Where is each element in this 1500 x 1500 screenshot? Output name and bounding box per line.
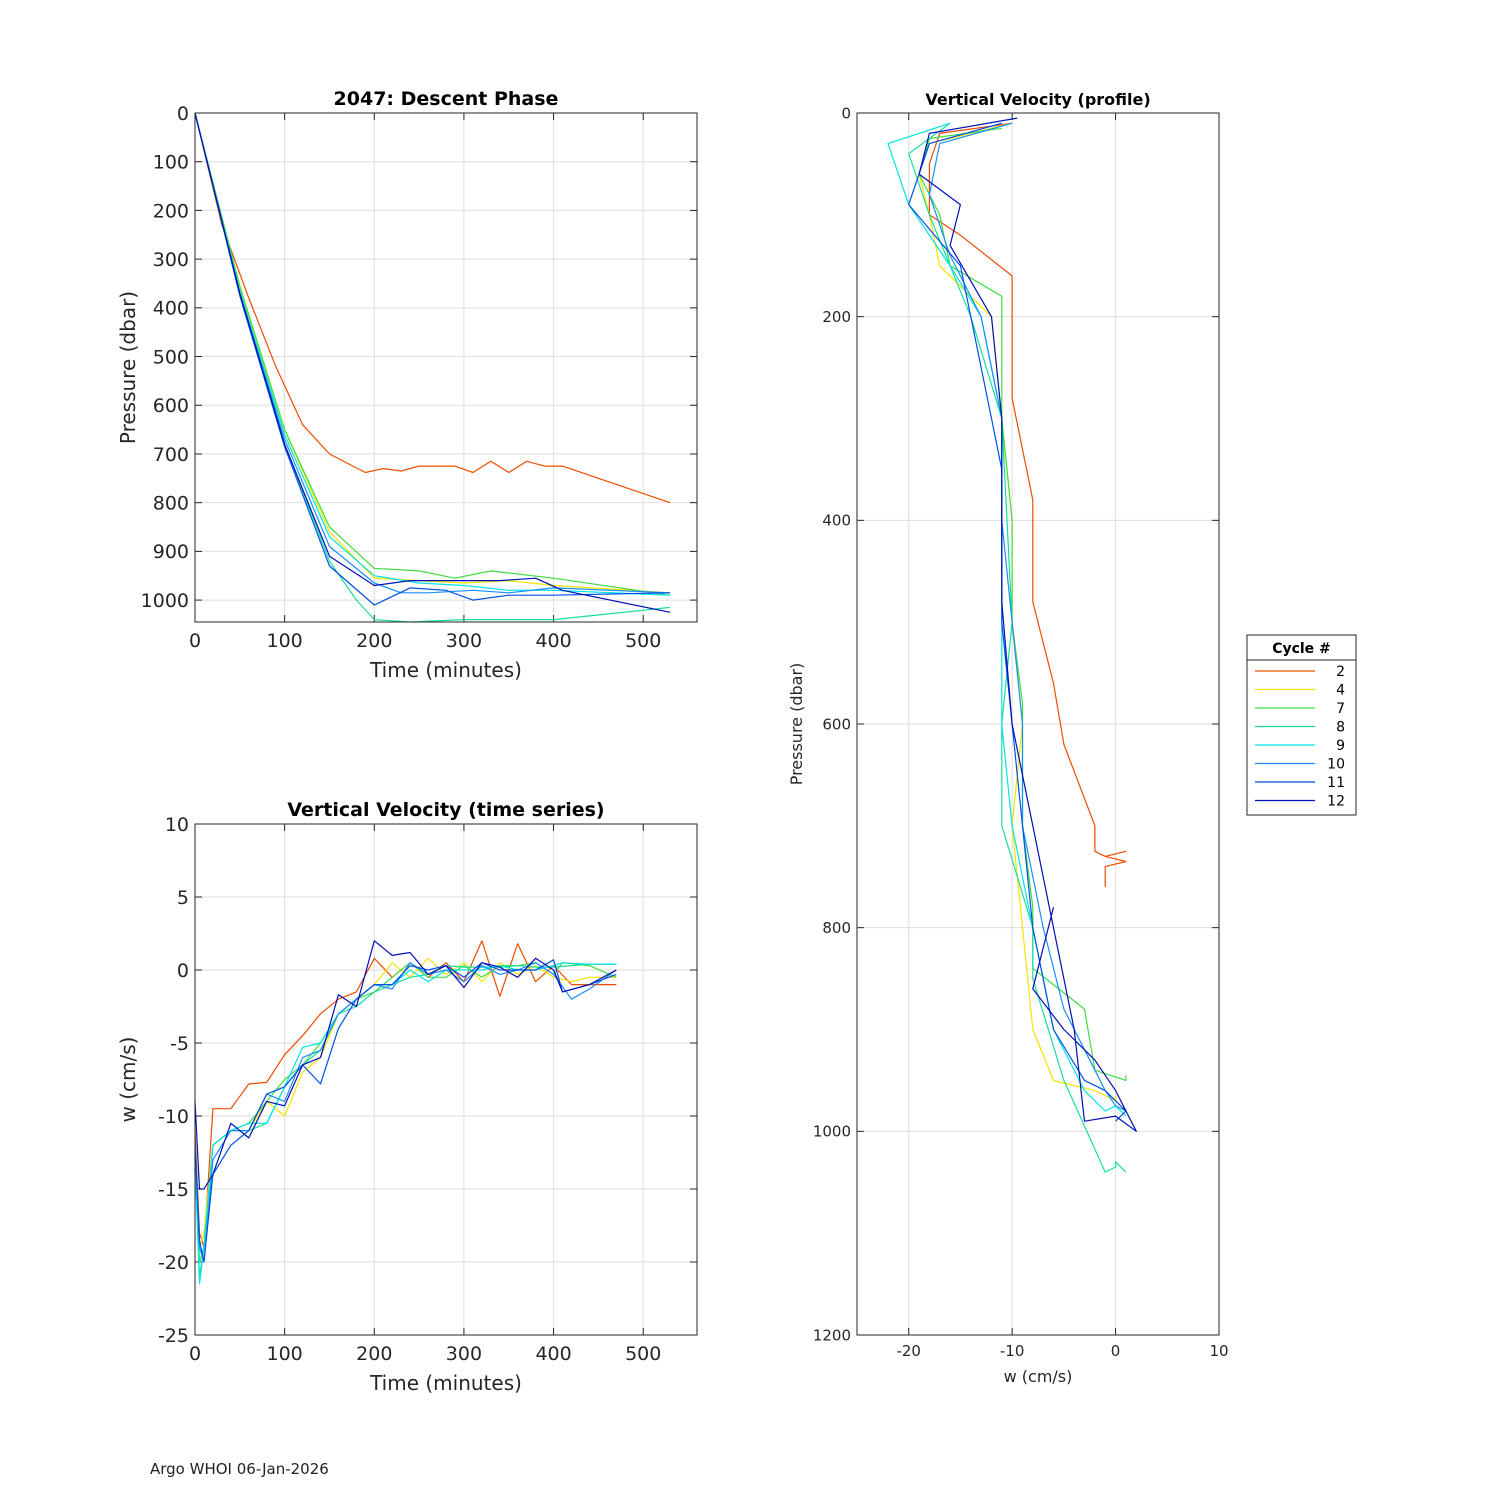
y-tick-label: -25 [158,1325,189,1347]
y-tick-label: 0 [177,960,189,982]
series-group [195,113,671,622]
chart-descent: 0 100 200 300 400 500 0 100 200 300 400 500 600 700 80… [116,88,698,682]
chart-title: Vertical Velocity (time series) [287,799,604,821]
series-group [195,940,617,1285]
x-tick-label: 0 [189,630,201,652]
axes-box [856,112,1220,1336]
legend-item: 9 [1255,738,1345,754]
x-tick-label: -20 [896,1342,921,1360]
x-tick-label: 200 [356,1343,392,1365]
y-tick-label: -15 [158,1179,189,1201]
legend-item: 11 [1255,775,1345,791]
series-line-cycle-11 [195,113,671,606]
y-tick-label: -20 [158,1252,189,1274]
legend-item: 2 [1255,664,1345,680]
y-tick-label: 0 [177,103,189,125]
series-line-cycle-2 [195,113,671,504]
series-line-cycle-11 [195,959,617,1263]
x-tick-label: 10 [1209,1342,1228,1360]
legend-label: 7 [1336,701,1345,717]
y-tick-label: 0 [841,104,851,122]
series-line-cycle-2 [195,940,617,1249]
y-tick-label: 400 [153,298,189,320]
x-tick-label: 0 [189,1343,201,1365]
series-line-cycle-10 [928,122,1127,1112]
y-tick-label: 700 [153,444,189,466]
x-tick-label: 300 [446,630,482,652]
y-tick-label: 1200 [813,1326,851,1344]
footer-credit: Argo WHOI 06-Jan-2026 [150,1460,329,1478]
legend-box [1246,634,1357,816]
legend-label: 12 [1327,794,1345,810]
y-tick-label: 900 [153,541,189,563]
x-tick-label: 400 [535,1343,571,1365]
axes-box [194,823,698,1336]
series-line-cycle-12 [195,113,671,613]
axes-box [194,112,698,623]
y-tick-label: 400 [822,512,851,530]
x-tick-label: 300 [446,1343,482,1365]
x-tick-label: 500 [625,630,661,652]
x-tick-label: 200 [356,630,392,652]
plot-area [195,824,697,1335]
legend-label: 10 [1327,757,1345,773]
x-tick-label: -10 [1000,1342,1025,1360]
series-group [887,117,1137,1173]
chart-title: Vertical Velocity (profile) [925,90,1150,109]
x-axis-label: w (cm/s) [1004,1367,1073,1386]
y-tick-label: 200 [153,200,189,222]
x-tick-label: 100 [267,630,303,652]
grid [194,112,697,622]
series-line-cycle-2 [928,122,1127,887]
y-tick-label: 5 [177,887,189,909]
y-tick-label: -10 [158,1106,189,1128]
y-tick-label: 800 [822,919,851,937]
legend-item: 8 [1255,720,1345,736]
series-line-cycle-12 [918,117,1137,1132]
legend-item: 4 [1255,683,1345,699]
series-line-cycle-12 [195,940,617,1190]
legend-item: 10 [1255,757,1345,773]
y-axis-label: w (cm/s) [116,1037,140,1123]
chart-velocity-time: 0 100 200 300 400 500 10 5 0 -5 -10 -15 -20 -25 Vertic… [116,799,698,1395]
x-tick-label: 500 [625,1343,661,1365]
y-tick-label: 600 [153,395,189,417]
legend: Cycle # 2 4 7 8 9 10 11 12 [1246,634,1357,816]
series-line-cycle-7 [195,113,671,596]
legend-item: 7 [1255,701,1345,717]
legend-label: 8 [1336,720,1345,736]
legend-title: Cycle # [1272,641,1331,657]
y-tick-label: 1000 [813,1123,851,1141]
legend-label: 2 [1336,664,1345,680]
y-tick-label: 600 [822,715,851,733]
y-axis-label: Pressure (dbar) [787,663,806,786]
y-tick-label: 200 [822,308,851,326]
legend-label: 4 [1336,683,1345,699]
y-tick-label: 1000 [141,590,189,612]
x-tick-label: 100 [267,1343,303,1365]
y-tick-label: 500 [153,346,189,368]
x-axis-label: Time (minutes) [369,658,522,682]
legend-label: 9 [1336,738,1345,754]
x-axis-label: Time (minutes) [369,1371,522,1395]
plot-area [195,113,697,622]
y-tick-label: 300 [153,249,189,271]
x-tick-label: 0 [1111,1342,1121,1360]
y-axis-label: Pressure (dbar) [116,291,140,444]
y-tick-label: 10 [165,814,189,836]
chart-title: 2047: Descent Phase [334,88,559,110]
series-line-cycle-10 [195,962,617,1263]
legend-item: 12 [1255,794,1345,810]
x-tick-label: 400 [535,630,571,652]
y-tick-label: 800 [153,493,189,515]
series-line-cycle-9 [887,122,1127,1117]
y-tick-label: 100 [153,152,189,174]
y-tick-label: -5 [170,1033,189,1055]
legend-label: 11 [1327,775,1345,791]
